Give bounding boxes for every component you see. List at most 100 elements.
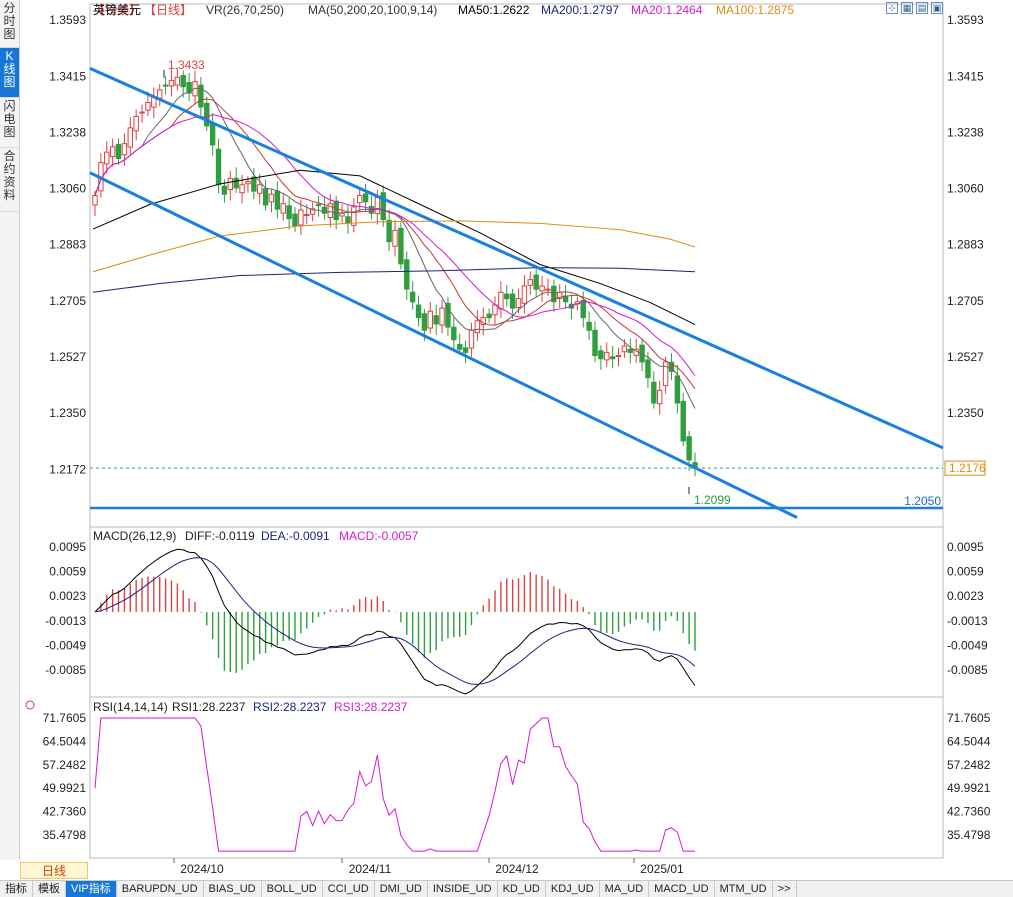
dea-line [94, 557, 696, 685]
price-y-tick: 1.3238 [49, 125, 86, 139]
settings-icon [25, 700, 35, 710]
candle-body [262, 188, 269, 206]
candle-body [321, 206, 328, 214]
candle-body [121, 143, 128, 156]
rsi-y-tick: 71.7605 [43, 711, 87, 725]
expand-icon[interactable]: ▣ [931, 2, 943, 14]
candle-body [498, 291, 504, 310]
timeframe-button[interactable]: 日线 [20, 862, 88, 879]
candle-body [474, 320, 481, 334]
candle-body [327, 203, 333, 218]
tab-contract-info[interactable]: 合约资料 [0, 148, 19, 212]
macd-title: MACD(26,12,9) [93, 529, 176, 543]
candle-body [615, 355, 622, 358]
symbol-title: 英镑美元 [93, 2, 141, 17]
indicator-tab[interactable]: INSIDE_UD [428, 881, 498, 897]
candle-body [268, 193, 275, 203]
candle-body [380, 192, 386, 221]
price-y-tick: 1.3415 [49, 69, 86, 83]
x-axis-month-label: 2024/10 [180, 862, 224, 876]
ma100-value: MA100:1.2875 [716, 3, 794, 17]
candle-body [515, 298, 522, 309]
indicator-tab[interactable]: >> [773, 881, 797, 897]
macd-diff: DIFF:-0.0119 [185, 529, 255, 543]
rsi-y-tick: 42.7360 [43, 805, 87, 819]
indicator-tab[interactable]: 指标 [0, 881, 33, 897]
ma50-value: MA50:1.2622 [458, 3, 530, 17]
indicator-tab[interactable]: BOLL_UD [262, 881, 323, 897]
candle-body [398, 227, 404, 265]
rsi-line [94, 717, 695, 852]
candle-body [457, 343, 463, 350]
indicator-tab[interactable]: BARUPDN_UD [117, 881, 204, 897]
tab-timeshare[interactable]: 分时图 [0, 0, 19, 48]
rsi-y-tick: 35.4798 [43, 828, 87, 842]
tab-kline[interactable]: K线图 [0, 48, 19, 98]
ma200-value: MA200:1.2797 [541, 3, 619, 17]
candle-body [186, 82, 192, 94]
candle-body [657, 389, 663, 405]
rsi2-value: RSI2:28.2237 [253, 700, 327, 714]
macd-dea: DEA:-0.0091 [261, 529, 330, 543]
candle-body [451, 326, 457, 341]
candle-body [345, 216, 351, 224]
candle-body [362, 193, 369, 203]
ma20-line [94, 114, 696, 377]
ma50-line [92, 169, 696, 326]
restore-icon[interactable]: ⊹ [886, 2, 898, 14]
macd-y-tick-right: -0.0085 [947, 663, 988, 677]
chart-grid-icon[interactable]: ▦ [901, 2, 913, 14]
candle-body [315, 203, 322, 207]
indicator-tab[interactable]: 模板 [33, 881, 66, 897]
price-y-tick-right: 1.2705 [947, 294, 984, 308]
macd-y-tick-right: 0.0059 [947, 565, 984, 579]
rsi3-value: RSI3:28.2237 [334, 700, 408, 714]
indicator-tab[interactable]: VIP指标 [66, 881, 117, 897]
price-y-tick-right: 1.3415 [947, 69, 984, 83]
rsi-y-tick-right: 71.7605 [947, 711, 991, 725]
indicator-tab[interactable]: CCI_UD [323, 881, 375, 897]
candle-body [333, 200, 339, 221]
candle-body [245, 181, 251, 185]
candle-body [486, 313, 492, 319]
candle-body [174, 76, 181, 86]
last-price-box [944, 460, 986, 476]
rsi-y-tick: 57.2482 [43, 758, 87, 772]
candle-body [227, 177, 233, 191]
candle-body [592, 329, 598, 357]
price-y-tick: 1.3060 [49, 182, 86, 196]
tile-icon[interactable]: ▤ [916, 2, 928, 14]
ma-params: MA(50,200,20,100,9,14) [308, 3, 437, 17]
indicator-tab[interactable]: KD_UD [498, 881, 546, 897]
candle-body [539, 285, 545, 292]
candle-body [92, 195, 98, 206]
indicator-tab[interactable]: MTM_UD [715, 881, 773, 897]
indicator-tab[interactable]: DMI_UD [375, 881, 428, 897]
macd-y-tick-right: 0.0023 [947, 589, 984, 603]
indicator-tab[interactable]: MA_UD [600, 881, 650, 897]
candle-body [533, 274, 539, 290]
tab-flash[interactable]: 闪电图 [0, 98, 19, 148]
ma100-line [92, 220, 696, 273]
period-tag: 【日线】 [93, 3, 141, 17]
candle-body [686, 436, 692, 461]
price-y-tick-right: 1.3593 [947, 13, 984, 27]
candle-body [674, 375, 681, 404]
symbol-title: 英镑美元 [93, 2, 141, 17]
candle-body [609, 356, 616, 360]
low-price-label: 1.2099 [694, 493, 731, 507]
candle-body [509, 293, 516, 309]
dif-line [94, 548, 696, 695]
candle-body [427, 310, 433, 329]
price-y-tick-right: 1.2350 [947, 406, 984, 420]
indicator-tab[interactable]: KDJ_UD [546, 881, 600, 897]
candle-body [292, 213, 298, 227]
macd-y-tick: 0.0095 [49, 540, 86, 554]
candle-body [409, 291, 416, 303]
indicator-tab[interactable]: BIAS_UD [204, 881, 262, 897]
rsi-y-tick-right: 49.9921 [947, 781, 991, 795]
candle-body [580, 300, 586, 319]
indicator-tab[interactable]: MACD_UD [649, 881, 715, 897]
rsi-y-tick-right: 64.5044 [947, 734, 991, 748]
